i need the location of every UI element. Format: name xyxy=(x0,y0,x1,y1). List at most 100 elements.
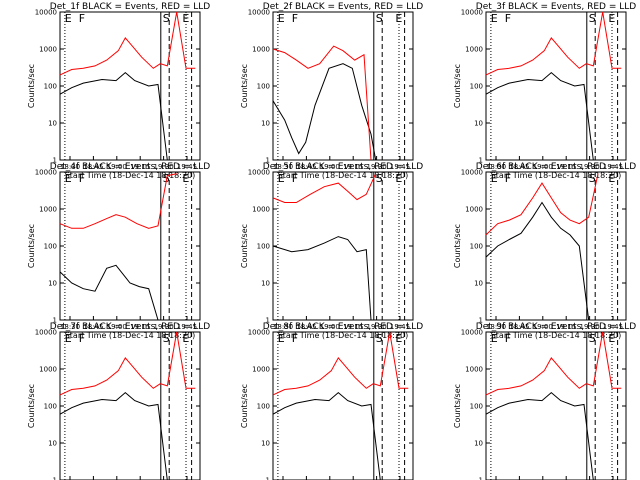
series-events xyxy=(272,391,381,480)
y-axis-label: Counts/sec xyxy=(453,224,462,268)
y-axis-label: Counts/sec xyxy=(240,64,249,108)
segment-marker: E xyxy=(608,172,615,185)
segment-marker: E xyxy=(491,332,498,345)
segment-marker: E xyxy=(65,12,72,25)
series-events xyxy=(485,201,590,321)
y-tick-label: 1 xyxy=(53,477,57,480)
segment-marker: F xyxy=(505,332,511,345)
y-tick-label: 100 xyxy=(44,83,57,91)
chart-title: Det_3f BLACK = Events, RED = LLD xyxy=(476,2,636,12)
y-tick-label: 10 xyxy=(48,440,57,448)
series-events xyxy=(272,236,372,321)
y-tick-label: 10 xyxy=(261,120,270,128)
x-tick-label: 19:15 xyxy=(556,163,576,171)
segment-marker: S xyxy=(376,172,383,185)
series-events xyxy=(59,264,159,321)
chart-title: Det_8f BLACK = Events, RED = LLD xyxy=(263,322,423,332)
y-tick-label: 100 xyxy=(470,83,483,91)
chart-title: Det_7f BLACK = Events, RED = LLD xyxy=(50,322,210,332)
y-tick-label: 1 xyxy=(266,317,270,325)
series-lld xyxy=(485,11,622,76)
y-axis-label: Counts/sec xyxy=(27,384,36,428)
segment-marker: S xyxy=(376,12,383,25)
series-lld xyxy=(59,11,196,76)
y-tick-label: 10000 xyxy=(248,329,270,337)
x-tick-label: 18:45 xyxy=(509,163,529,171)
segment-marker: E xyxy=(65,332,72,345)
segment-marker: F xyxy=(79,12,85,25)
chart-panel-5: Det_5f BLACK = Events, RED = LLD 1 10 100 10… xyxy=(240,162,423,340)
series-lld xyxy=(272,173,377,203)
y-tick-label: 10 xyxy=(474,120,483,128)
x-tick-label: 19:45 xyxy=(603,323,623,331)
segment-marker: S xyxy=(163,332,170,345)
plot-frame xyxy=(485,331,627,480)
y-tick-label: 100 xyxy=(257,83,270,91)
segment-marker: F xyxy=(292,172,298,185)
x-axis-label: Start Time (18-Dec-14 18:18:20) xyxy=(65,331,196,340)
x-tick-label: 19:45 xyxy=(177,163,197,171)
y-tick-label: 10000 xyxy=(248,169,270,177)
segment-marker: E xyxy=(491,12,498,25)
segment-marker: E xyxy=(395,12,402,25)
segment-marker: E xyxy=(182,172,189,185)
y-tick-label: 10000 xyxy=(35,169,57,177)
chart-panel-9: Det_9f BLACK = Events, RED = LLD 1 10 100 10… xyxy=(453,322,636,480)
chart-panel-2: Det_2f BLACK = Events, RED = LLD 1 10 100 10… xyxy=(240,2,423,180)
series-events xyxy=(485,71,594,161)
series-lld xyxy=(272,331,409,396)
x-tick-label: 19:00 xyxy=(107,323,127,331)
y-tick-label: 10 xyxy=(261,280,270,288)
y-tick-label: 100 xyxy=(257,403,270,411)
x-tick-label: 19:00 xyxy=(533,163,553,171)
series-lld xyxy=(272,45,372,161)
y-axis-label: Counts/sec xyxy=(240,224,249,268)
x-tick-label: 19:45 xyxy=(177,323,197,331)
y-tick-label: 10 xyxy=(48,120,57,128)
segment-marker: S xyxy=(589,12,596,25)
segment-marker: F xyxy=(505,172,511,185)
chart-panel-4: Det_4f BLACK = Events, RED = LLD 1 10 100 10… xyxy=(27,162,210,340)
x-tick-label: 18:30 xyxy=(60,323,80,331)
x-tick-label: 19:30 xyxy=(367,163,387,171)
plot-frame xyxy=(485,171,627,321)
chart-panel-7: Det_7f BLACK = Events, RED = LLD 1 10 100 10… xyxy=(27,322,210,480)
y-tick-label: 1000 xyxy=(252,206,270,214)
x-tick-label: 19:15 xyxy=(343,323,363,331)
segment-marker: S xyxy=(163,12,170,25)
segment-marker: E xyxy=(278,172,285,185)
segment-marker: S xyxy=(589,172,596,185)
y-tick-label: 100 xyxy=(44,243,57,251)
y-tick-label: 10000 xyxy=(248,9,270,17)
x-tick-label: 18:30 xyxy=(60,163,80,171)
segment-marker: F xyxy=(79,332,85,345)
chart-title: Det_2f BLACK = Events, RED = LLD xyxy=(263,2,423,12)
y-tick-label: 1 xyxy=(53,317,57,325)
chart-panel-1: Det_1f BLACK = Events, RED = LLD 1 10 100 10… xyxy=(27,2,210,180)
x-tick-label: 19:45 xyxy=(390,163,410,171)
y-axis-label: Counts/sec xyxy=(27,224,36,268)
chart-title: Det_1f BLACK = Events, RED = LLD xyxy=(50,2,210,12)
segment-marker: E xyxy=(65,172,72,185)
x-tick-label: 19:00 xyxy=(533,323,553,331)
series-lld xyxy=(485,173,599,236)
y-tick-label: 1000 xyxy=(39,366,57,374)
x-tick-label: 18:45 xyxy=(296,163,316,171)
y-tick-label: 10000 xyxy=(461,329,483,337)
y-tick-label: 10 xyxy=(48,280,57,288)
x-tick-label: 18:30 xyxy=(273,163,293,171)
y-tick-label: 1000 xyxy=(252,366,270,374)
x-tick-label: 19:30 xyxy=(154,163,174,171)
series-events xyxy=(485,391,594,480)
x-tick-label: 18:30 xyxy=(486,163,506,171)
segment-marker: E xyxy=(182,12,189,25)
segment-marker: S xyxy=(376,332,383,345)
plot-frame xyxy=(272,11,414,161)
plot-frame xyxy=(59,11,201,161)
x-tick-label: 18:45 xyxy=(509,323,529,331)
plot-frame xyxy=(272,171,414,321)
y-tick-label: 100 xyxy=(44,403,57,411)
plot-frame xyxy=(59,171,201,321)
y-tick-label: 1000 xyxy=(252,46,270,54)
